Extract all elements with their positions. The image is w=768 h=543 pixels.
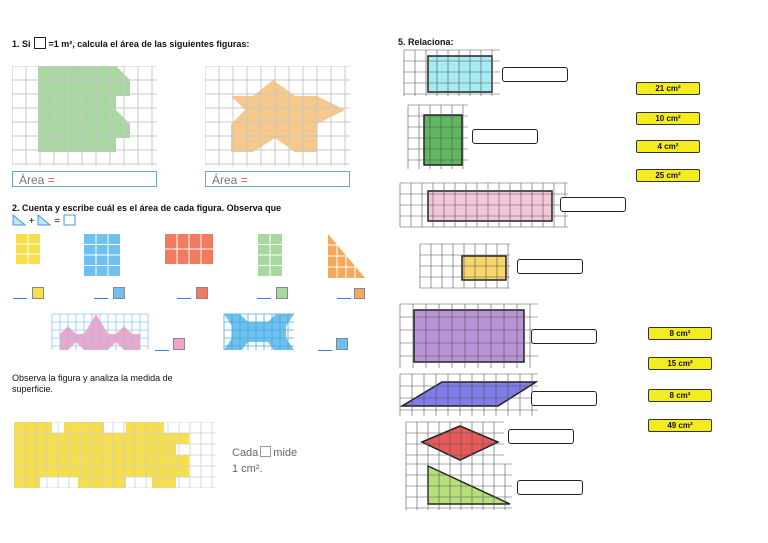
relate-grid-3 [399, 182, 568, 228]
unit-square-icon [260, 446, 272, 457]
figure-1-green-grid [12, 66, 157, 166]
unit-text: 1 cm². [232, 463, 263, 475]
answer-blank[interactable] [155, 350, 169, 351]
triangle-icon [12, 213, 27, 226]
question-1-text: =1 m², calcula el área de las siguientes… [48, 39, 250, 49]
area-label: Área [19, 173, 45, 187]
triangle-icon [37, 213, 52, 226]
answer-blank[interactable] [337, 298, 351, 299]
pink-figure [48, 312, 150, 350]
answer-box-5[interactable] [531, 329, 597, 344]
answer-box-7[interactable] [508, 429, 574, 444]
answer-blank[interactable] [318, 350, 332, 351]
area-answer-box-1[interactable]: Área = [12, 171, 157, 187]
red-figure [165, 234, 213, 264]
area-tag[interactable]: 49 cm² [648, 419, 712, 432]
cada-text: Cada [232, 447, 259, 459]
answer-box-4[interactable] [517, 259, 583, 274]
blue-figure [84, 234, 120, 276]
answer-box-8[interactable] [517, 480, 583, 495]
half-square-formula: + = [12, 213, 77, 227]
pink-square-icon [173, 338, 185, 350]
unit-note: Cada mide 1 cm². [232, 445, 297, 477]
area-label: Área [212, 173, 238, 187]
blue-square-icon [336, 338, 348, 350]
answer-blank[interactable] [257, 298, 271, 299]
blue-square-icon [113, 287, 125, 299]
relate-grid-7 [405, 421, 504, 464]
red-square-icon [196, 287, 208, 299]
area-tag[interactable]: 4 cm² [636, 140, 700, 153]
figure-2-orange-grid [205, 66, 350, 166]
answer-box-3[interactable] [560, 197, 626, 212]
relate-grid-6 [399, 373, 539, 416]
answer-blank[interactable] [13, 298, 27, 299]
formula-equals: = [54, 216, 61, 227]
answer-box-6[interactable] [531, 391, 597, 406]
relate-grid-1 [403, 49, 500, 96]
answer-blank[interactable] [94, 298, 108, 299]
question-1-heading: 1. Si =1 m², calcula el área de las sigui… [12, 37, 249, 49]
blue-composite-figure [222, 312, 296, 350]
area-tag[interactable]: 21 cm² [636, 82, 700, 95]
unit-square-icon [33, 37, 46, 49]
area-tag[interactable]: 25 cm² [636, 169, 700, 182]
area-answer-box-2[interactable]: Área = [205, 171, 350, 187]
green-figure [258, 234, 282, 276]
green-square-icon [276, 287, 288, 299]
observe-instructions: Observa la figura y analiza la medida de… [12, 373, 173, 394]
relate-grid-8 [405, 463, 512, 510]
answer-blank[interactable] [177, 298, 191, 299]
orange-triangle-figure [328, 234, 366, 278]
formula-plus: + [28, 216, 35, 227]
relate-grid-2 [407, 104, 468, 169]
question-2-heading: 2. Cuenta y escribe cuál es el área de c… [12, 203, 372, 213]
mide-text: mide [273, 447, 298, 459]
area-tag[interactable]: 10 cm² [636, 112, 700, 125]
area-equals: = [47, 173, 55, 187]
answer-box-2[interactable] [472, 129, 538, 144]
answer-box-1[interactable] [502, 67, 568, 82]
relate-grid-4 [419, 243, 510, 289]
question-2-text: 2. Cuenta y escribe cuál es el área de c… [12, 203, 282, 213]
area-equals: = [240, 173, 248, 187]
orange-square-icon [354, 288, 365, 299]
question-5-heading: 5. Relaciona: [398, 37, 454, 47]
yellow-square-icon [32, 287, 44, 299]
yellow-big-figure [14, 422, 216, 488]
square-icon [63, 214, 76, 226]
area-tag[interactable]: 15 cm² [648, 357, 712, 370]
yellow-figure [16, 234, 40, 264]
area-tag[interactable]: 8 cm² [648, 327, 712, 340]
question-1-number: 1. Si [12, 39, 31, 49]
relate-grid-5 [399, 303, 538, 368]
area-tag[interactable]: 8 cm² [648, 389, 712, 402]
